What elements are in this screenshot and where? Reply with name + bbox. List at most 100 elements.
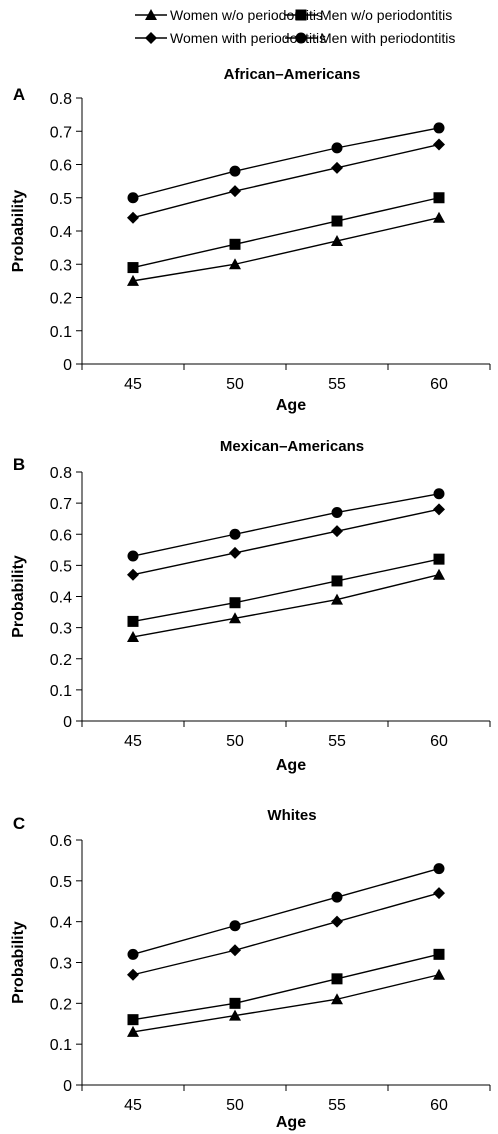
x-tick-label: 50 [226,733,244,750]
panel-c: C Whites 0 0.1 0.2 0.3 0.4 0.5 0.6 45 50 55 60 Age Pro… [10,807,491,1131]
data-point-square [127,262,139,274]
series-line [132,953,440,1021]
legend-marker-diamond [145,32,157,44]
x-tick-label: 45 [124,376,142,393]
panel-label: C [13,814,25,833]
chart-title: African–Americans [224,66,361,83]
data-point-square [229,597,241,609]
y-tick-label: 0.3 [50,257,72,274]
legend-entry: Men with periodontitis [285,30,455,46]
series-line [132,143,440,219]
y-axis-label: Probability [10,555,27,638]
data-point-square [331,973,343,985]
y-tick-label: 0.7 [50,124,72,141]
data-point-circle [127,948,139,960]
series-circle [127,488,445,562]
y-tick-label: 0.8 [50,465,72,482]
x-axis-label: Age [276,397,306,414]
data-point-diamond [229,185,241,198]
y-tick-label: 0.3 [50,621,72,638]
data-point-diamond [331,161,343,174]
data-point-square [127,1014,139,1026]
y-tick-label: 0.1 [50,683,72,700]
x-tick-label: 50 [226,1097,244,1114]
x-tick-label: 45 [124,733,142,750]
y-tick-label: 0.6 [50,527,72,544]
data-point-circle [331,891,343,903]
legend-entry: Men w/o periodontitis [285,7,452,23]
x-tick-label: 55 [328,733,346,750]
chart-title: Mexican–Americans [220,438,364,455]
data-point-circle [433,863,445,875]
data-point-square [127,615,139,627]
data-point-circle [229,920,241,932]
y-tick-label: 0.4 [50,224,72,241]
y-tick-label: 0.3 [50,956,72,973]
series-circle [127,122,445,204]
series-line [132,558,440,623]
series-diamond [127,503,445,581]
series-line [132,574,440,638]
x-tick-label: 60 [430,1097,448,1114]
data-point-square [433,192,445,204]
x-tick-label: 50 [226,376,244,393]
y-tick-label: 0.5 [50,558,72,575]
x-tick-label: 55 [328,376,346,393]
y-tick-label: 0.1 [50,324,72,341]
data-point-diamond [433,138,445,151]
chart-panels: A African–Americans 0 0.1 0.2 0.3 0.4 0.5 0.6 0.7… [10,66,491,1131]
series-line [132,867,440,956]
panel-a: A African–Americans 0 0.1 0.2 0.3 0.4 0.5 0.6 0.7… [10,66,491,414]
y-tick-label: 0.5 [50,874,72,891]
y-tick-label: 0.2 [50,291,72,308]
series-square [127,948,445,1026]
data-point-circle [229,165,241,177]
data-point-square [433,553,445,565]
series-line [132,508,440,576]
legend-marker-triangle [145,9,157,20]
series-square [127,553,445,627]
data-point-circle [127,550,139,562]
series-diamond [127,887,445,981]
data-point-triangle [127,1025,139,1037]
data-point-square [229,238,241,250]
y-tick-label: 0.6 [50,833,72,850]
x-axis-label: Age [276,1114,306,1131]
legend-marker-circle [295,32,307,44]
legend-label: Women w/o periodontitis [170,7,323,23]
data-point-triangle [331,234,343,246]
data-point-square [331,215,343,227]
x-axis-label: Age [276,757,306,774]
series-triangle [127,211,445,286]
data-point-diamond [433,887,445,900]
chart-title: Whites [267,807,316,824]
data-point-diamond [127,211,139,224]
y-tick-label: 0.1 [50,1037,72,1054]
y-tick-label: 0 [63,357,72,374]
data-point-triangle [433,211,445,223]
y-axis-label: Probability [10,921,27,1004]
y-tick-label: 0.8 [50,91,72,108]
data-point-triangle [229,1009,241,1021]
series-line [132,197,440,269]
x-tick-label: 60 [430,376,448,393]
data-point-triangle [331,993,343,1005]
series-line [132,892,440,976]
panel-label: A [13,85,25,104]
series-circle [127,863,445,960]
data-point-circle [127,192,139,204]
x-tick-label: 55 [328,1097,346,1114]
series-line [132,974,440,1033]
y-tick-label: 0 [63,1078,72,1095]
data-point-circle [229,528,241,540]
data-point-triangle [331,593,343,605]
data-point-diamond [127,568,139,581]
data-point-diamond [433,503,445,516]
panel-b: B Mexican–Americans 0 0.1 0.2 0.3 0.4 0.5 0.6 0.7… [10,438,491,774]
legend-entry: Women with periodontitis [135,30,326,46]
y-tick-label: 0.2 [50,996,72,1013]
legend-marker-square [295,9,307,21]
data-point-triangle [433,968,445,980]
panel-label: B [13,455,25,474]
data-point-diamond [331,525,343,538]
